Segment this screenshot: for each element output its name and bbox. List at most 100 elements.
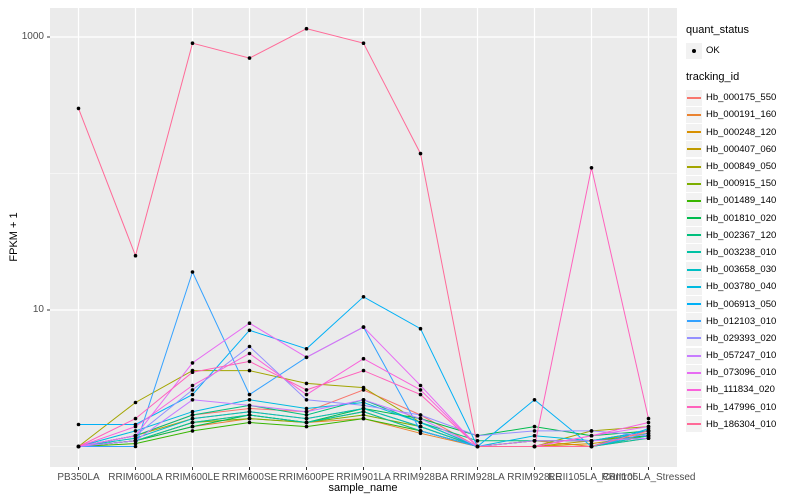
data-point xyxy=(361,41,366,45)
data-point xyxy=(361,403,366,408)
line-swatch-icon xyxy=(687,354,701,357)
x-tick-label-RRIM600SE: RRIM600SE xyxy=(221,472,278,483)
data-point xyxy=(361,400,366,405)
data-point xyxy=(418,420,423,425)
legend-label-ok: OK xyxy=(706,45,720,57)
legend-key-swatch xyxy=(686,244,702,261)
legend-item-Hb_003780_040: Hb_003780_040 xyxy=(686,278,798,295)
line-swatch-icon xyxy=(687,320,701,323)
data-point xyxy=(646,416,651,421)
legend-label: Hb_001489_140 xyxy=(706,195,777,207)
data-point xyxy=(361,409,366,414)
point-swatch-icon xyxy=(692,48,696,53)
data-point xyxy=(418,388,423,392)
x-axis-title: sample_name xyxy=(328,482,398,494)
data-point xyxy=(475,439,480,443)
data-point xyxy=(589,441,594,446)
legend-item-Hb_001810_020: Hb_001810_020 xyxy=(686,210,798,227)
data-point xyxy=(247,368,252,373)
line-swatch-icon xyxy=(687,388,701,391)
line-swatch-icon xyxy=(687,113,701,116)
data-point xyxy=(532,398,537,402)
y-tick-label: 10 xyxy=(32,304,44,315)
line-swatch-icon xyxy=(687,96,701,99)
data-point xyxy=(133,253,138,258)
legend-item-Hb_147996_010: Hb_147996_010 xyxy=(686,399,798,416)
legend-key-swatch xyxy=(686,261,702,278)
legend-label: Hb_012103_010 xyxy=(706,315,777,327)
data-point xyxy=(247,413,252,417)
data-point xyxy=(589,444,594,449)
data-point xyxy=(361,295,366,299)
legend-key-swatch xyxy=(686,399,702,416)
legend-title-quant-status: quant_status xyxy=(686,24,749,36)
legend-key-swatch xyxy=(686,416,702,433)
legend-label: Hb_000175_550 xyxy=(706,92,777,104)
data-point xyxy=(418,429,423,433)
data-point xyxy=(304,355,309,360)
data-point xyxy=(133,400,138,405)
data-point xyxy=(190,420,195,425)
data-point xyxy=(190,392,195,397)
legend-label: Hb_000248_120 xyxy=(706,126,777,138)
data-point xyxy=(418,416,423,421)
legend-key-ok xyxy=(686,42,702,59)
data-point xyxy=(418,326,423,331)
data-point xyxy=(304,347,309,351)
data-point xyxy=(304,406,309,411)
data-point xyxy=(133,424,138,429)
data-point xyxy=(133,444,138,449)
data-point xyxy=(247,351,252,356)
legend-label: Hb_001810_020 xyxy=(706,212,777,224)
legend-item-Hb_000849_050: Hb_000849_050 xyxy=(686,158,798,175)
data-point xyxy=(133,439,138,443)
data-point xyxy=(247,403,252,408)
data-point xyxy=(133,429,138,433)
data-point xyxy=(532,444,537,449)
data-point xyxy=(247,416,252,421)
legend-key-swatch xyxy=(686,106,702,123)
data-point xyxy=(133,416,138,421)
legend-key-swatch xyxy=(686,175,702,192)
line-swatch-icon xyxy=(687,234,701,237)
legend-key-swatch xyxy=(686,296,702,313)
data-point xyxy=(418,383,423,388)
legend-key-swatch xyxy=(686,278,702,295)
legend-key-swatch xyxy=(686,89,702,106)
data-point xyxy=(532,429,537,433)
legend-item-Hb_111834_020: Hb_111834_020 xyxy=(686,381,798,398)
legend-label: Hb_000915_150 xyxy=(706,178,777,190)
data-point xyxy=(361,368,366,373)
line-swatch-icon xyxy=(687,406,701,409)
data-point xyxy=(646,429,651,433)
data-point xyxy=(589,166,594,170)
x-tick-label-RRIM928LA: RRIM928LA xyxy=(450,472,505,483)
data-point xyxy=(304,388,309,392)
legend-item-Hb_057247_010: Hb_057247_010 xyxy=(686,347,798,364)
legend: quant_status OK tracking_id Hb_000175_55… xyxy=(686,24,798,433)
legend-item-Hb_000407_060: Hb_000407_060 xyxy=(686,141,798,158)
legend-item-ok: OK xyxy=(686,42,798,59)
data-point xyxy=(247,420,252,425)
data-point xyxy=(418,151,423,156)
legend-item-Hb_006913_050: Hb_006913_050 xyxy=(686,295,798,313)
legend-key-swatch xyxy=(686,210,702,227)
line-swatch-icon xyxy=(687,268,701,271)
legend-label: Hb_186304_010 xyxy=(706,418,777,430)
legend-key-swatch xyxy=(686,364,702,381)
line-swatch-icon xyxy=(687,165,701,168)
data-point xyxy=(247,344,252,349)
data-point xyxy=(361,385,366,390)
line-swatch-icon xyxy=(687,423,701,426)
data-point xyxy=(646,424,651,429)
data-point xyxy=(589,439,594,443)
data-point xyxy=(76,106,81,111)
legend-key-swatch xyxy=(686,330,702,347)
data-point xyxy=(304,381,309,386)
legend-label: Hb_002367_120 xyxy=(706,229,777,241)
data-point xyxy=(247,359,252,364)
x-tick-label-RRIM928LE: RRIM928LE xyxy=(507,472,562,483)
data-point xyxy=(589,429,594,433)
